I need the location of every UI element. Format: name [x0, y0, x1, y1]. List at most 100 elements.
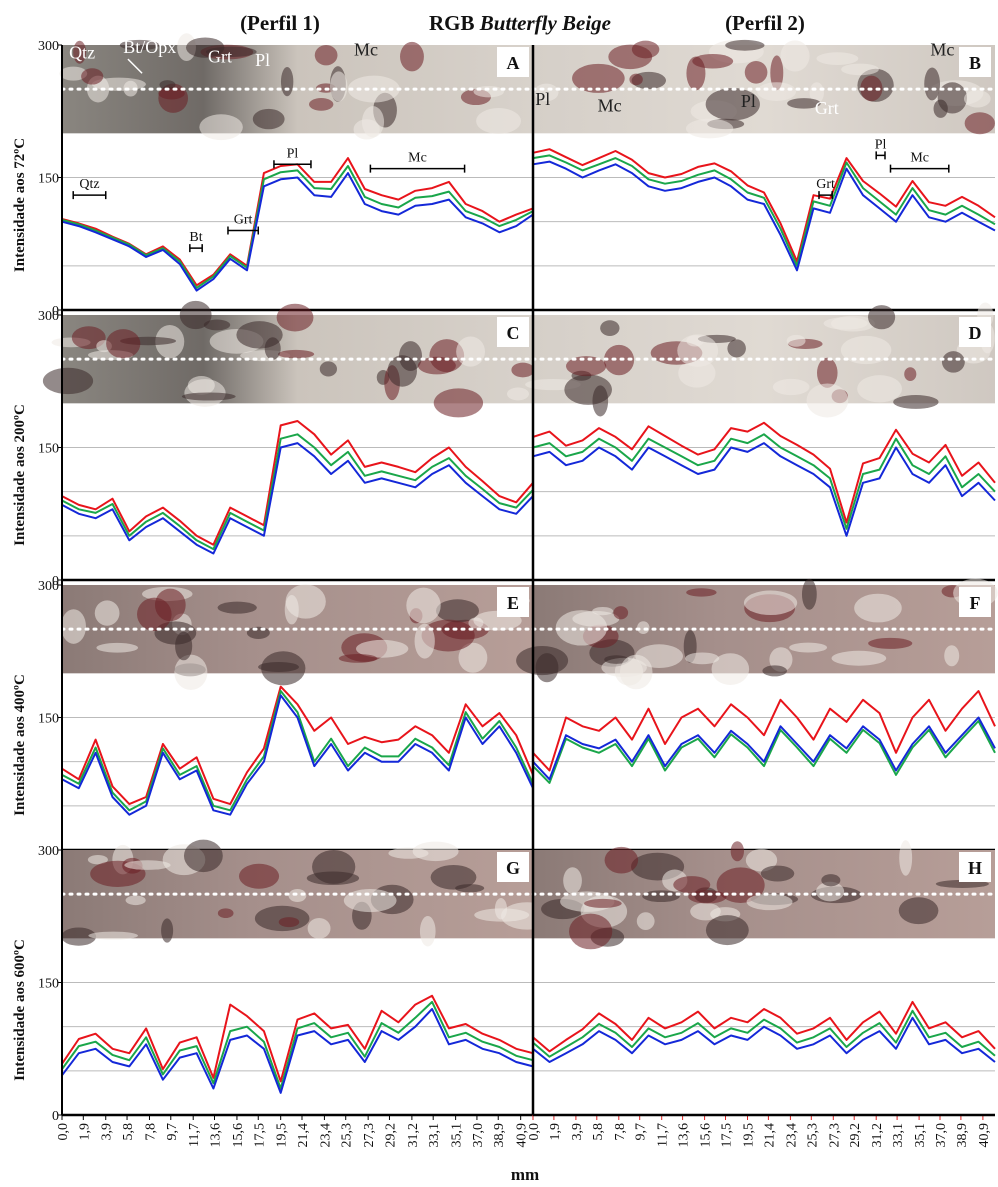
rock-grain [821, 874, 840, 886]
x-tick-label: 33,1 [427, 1123, 442, 1148]
rock-grain [95, 600, 120, 625]
rock-grain [924, 68, 940, 101]
x-tick-label: 31,2 [870, 1123, 885, 1148]
title-italic: Butterfly Beige [479, 11, 611, 35]
profile-line [62, 691, 533, 810]
rock-grain [802, 579, 817, 610]
x-tick-label: 11,7 [656, 1123, 671, 1147]
rock-grain [330, 71, 348, 101]
rock-grain [706, 915, 749, 945]
rock-grain [434, 388, 483, 417]
mineral-label: Grt [815, 98, 839, 118]
rock-grain [637, 912, 655, 930]
y-tick-label: 300 [38, 844, 59, 859]
rock-grain [677, 334, 718, 366]
panel: D [525, 303, 995, 536]
rock-grain [155, 589, 186, 622]
rock-grain [731, 841, 744, 861]
rock-grain [258, 662, 299, 672]
mineral-label: Bt/Opx [123, 37, 176, 57]
profile-line [533, 718, 995, 780]
rock-grain [307, 872, 359, 885]
x-tick-label: 38,9 [955, 1123, 970, 1148]
rock-grain [61, 609, 86, 644]
y-tick-label: 150 [38, 442, 59, 457]
rock-grain [620, 655, 653, 690]
x-tick-label: 33,1 [891, 1123, 906, 1148]
x-tick-label: 0,0 [527, 1123, 542, 1141]
rock-grain [832, 651, 887, 666]
profile-line [533, 443, 995, 536]
rock-grain [807, 383, 849, 417]
profile-line [62, 443, 533, 553]
mineral-label: Pl [255, 50, 270, 70]
rock-grain [686, 119, 733, 139]
y-axis-title: Intensidade aos 72ºC [12, 138, 28, 272]
rock-grain [455, 884, 484, 892]
x-tick-label: 19,5 [742, 1123, 757, 1148]
rock-grain [780, 40, 809, 71]
rock-grain [817, 358, 838, 388]
rock-grain [344, 889, 397, 912]
figure-title: RGB Butterfly Beige [429, 11, 611, 35]
rock-grain [247, 627, 270, 639]
rock-grain [516, 646, 568, 675]
rock-grain [188, 376, 215, 395]
rock-grain [688, 890, 726, 903]
panel-letter: D [969, 323, 982, 343]
x-tick-label: 7,8 [143, 1123, 158, 1141]
annotation-bracket [891, 165, 949, 173]
rock-grain [388, 848, 428, 859]
y-tick-label: 150 [38, 712, 59, 727]
y-tick-label: 150 [38, 172, 59, 187]
profile-line [62, 1002, 533, 1089]
rock-grain [762, 665, 787, 676]
rock-grain [239, 864, 279, 889]
rock-grain [106, 329, 140, 358]
x-tick-label: 37,0 [471, 1123, 486, 1148]
x-tick-label: 13,6 [209, 1123, 224, 1148]
annotation-label: Pl [875, 137, 887, 152]
mineral-label: Pl [741, 91, 756, 111]
rock-grain [642, 890, 680, 902]
x-axis-title: mm [511, 1165, 539, 1184]
y-axis-title: Intensidade aos 400ºC [12, 674, 28, 816]
rock-grain [476, 108, 521, 134]
mineral-label: Pl [535, 89, 550, 109]
x-tick-label: 27,3 [362, 1123, 377, 1148]
y-tick-label: 0 [52, 1109, 59, 1124]
x-tick-label: 23,4 [784, 1123, 799, 1148]
panel-letter: C [507, 323, 520, 343]
profile-line [62, 166, 533, 288]
x-tick-label: 5,8 [121, 1123, 136, 1141]
rock-grain [511, 363, 534, 378]
right-profile-title: (Perfil 2) [725, 11, 805, 35]
mineral-label: Mc [598, 95, 622, 115]
x-tick-label: 7,8 [613, 1123, 628, 1141]
rock-grain [362, 106, 384, 137]
x-tick-label: 5,8 [591, 1123, 606, 1141]
x-tick-label: 15,6 [699, 1123, 714, 1148]
annotation-label: Bt [189, 230, 202, 245]
rock-grain [761, 866, 794, 882]
y-axis-title: Intensidade aos 600ºC [12, 939, 28, 1081]
rock-grain [841, 64, 879, 76]
rock-grain [685, 652, 719, 664]
rock-grain [725, 40, 764, 51]
rock-grain [773, 379, 810, 395]
rock-grain [126, 895, 146, 905]
rock-grain [686, 588, 716, 596]
x-tick-label: 9,7 [165, 1123, 180, 1141]
panel-letter: H [968, 858, 982, 878]
rock-grain [944, 645, 959, 666]
rock-grain [938, 82, 967, 113]
x-tick-label: 21,4 [296, 1123, 311, 1148]
profile-line [62, 173, 533, 291]
rock-grain [637, 621, 649, 634]
y-tick-label: 150 [38, 977, 59, 992]
rock-grain [857, 375, 902, 402]
x-tick-label: 0,0 [56, 1123, 71, 1141]
rock-grain [278, 350, 314, 358]
rock-grain [339, 654, 377, 663]
rock-grain [899, 897, 939, 924]
